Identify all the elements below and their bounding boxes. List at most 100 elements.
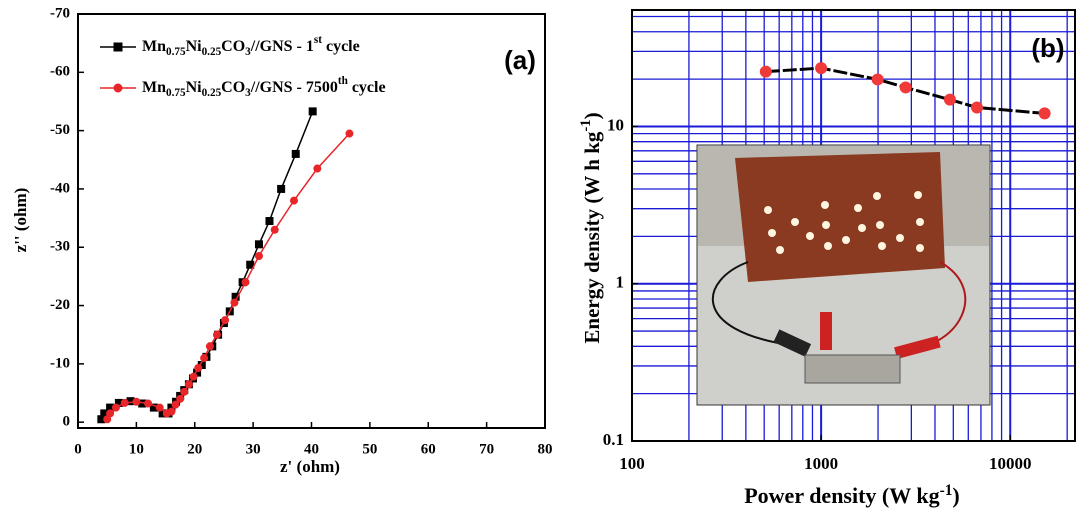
legend-label: Mn0.75Ni0.25CO3//GNS - 7500th cycle [142,75,386,99]
x-tick-label: 80 [538,441,553,457]
marker [871,73,884,86]
marker [345,129,354,138]
marker [221,316,230,325]
y-axis-title: Energy density (W h kg-1) [578,112,603,343]
photo-led [858,224,866,232]
marker [759,65,772,78]
x-tick-label: 100 [619,454,645,473]
marker [113,83,123,93]
marker [113,42,123,52]
inset-photo [696,144,991,406]
photo-clip [894,335,941,359]
x-tick-label: 60 [421,441,436,457]
marker [111,403,120,412]
photo-led [878,242,886,250]
photo-led [776,246,784,254]
panel-label: (b) [1031,33,1064,63]
marker [97,415,106,424]
panel-label: (a) [504,45,536,75]
series-line [106,133,350,420]
x-axis-title: z' (ohm) [280,457,340,476]
marker [313,164,322,173]
photo-clip [773,329,812,357]
photo-led [876,221,884,229]
marker [241,278,250,287]
y-tick-label: -30 [50,239,70,255]
plot-frame [631,9,1076,442]
y-tick-label: -70 [50,5,70,21]
y-tick-label: 10 [607,115,624,134]
marker [270,225,279,234]
y-tick-label: -10 [50,355,70,371]
x-tick-label: 10 [129,441,144,457]
photo-led [806,232,814,240]
photo-led [791,218,799,226]
marker [144,399,153,408]
photo-led [896,234,904,242]
marker [106,409,115,418]
photo-led [842,236,850,244]
marker [155,403,164,412]
marker [265,217,274,225]
photo-led [824,242,832,250]
photo-device [804,354,901,384]
y-tick-label: -60 [50,64,70,80]
marker [171,400,180,409]
marker [106,403,115,412]
photo-led [854,204,862,212]
marker [180,387,189,396]
marker [114,398,123,407]
marker [158,409,167,418]
marker [246,260,255,269]
marker [167,403,176,412]
marker [100,409,109,418]
marker [167,407,176,416]
marker [200,354,209,363]
photo-led [916,244,924,252]
photo-led [821,201,829,209]
marker [138,399,147,408]
y-tick-label: 1 [616,273,625,292]
photo-led [916,218,924,226]
marker [193,368,202,377]
marker [126,397,135,406]
photo-led [873,192,881,200]
marker [176,394,185,403]
y-tick-label: -20 [50,297,70,313]
x-tick-label: 40 [304,441,319,457]
photo-led [768,229,776,237]
marker [308,107,317,116]
marker [815,62,828,75]
x-tick-label: 50 [362,441,377,457]
photo-board [735,152,945,282]
plot-frame [77,13,546,429]
marker [212,330,221,339]
y-tick-label: -50 [50,122,70,138]
x-tick-label: 10000 [989,454,1032,473]
photo-wire [711,261,791,346]
x-tick-label: 70 [479,441,494,457]
marker [205,342,214,351]
marker [231,292,240,301]
marker [184,380,193,389]
marker [277,184,286,193]
x-tick-label: 20 [187,441,202,457]
photo-led [822,221,830,229]
x-axis-title: Power density (W kg-1) [744,482,960,509]
y-tick-label: 0 [63,414,71,430]
marker [230,298,239,307]
marker [943,93,956,106]
marker [254,251,263,260]
marker [189,372,198,381]
photo-clip [820,312,832,350]
marker [120,398,129,407]
marker [197,361,206,370]
photo-led [764,206,772,214]
marker [194,363,203,372]
marker [149,403,158,412]
marker [970,101,983,114]
marker [254,240,263,249]
legend-label: Mn0.75Ni0.25CO3//GNS - 1st cycle [142,34,360,58]
marker [132,397,141,406]
